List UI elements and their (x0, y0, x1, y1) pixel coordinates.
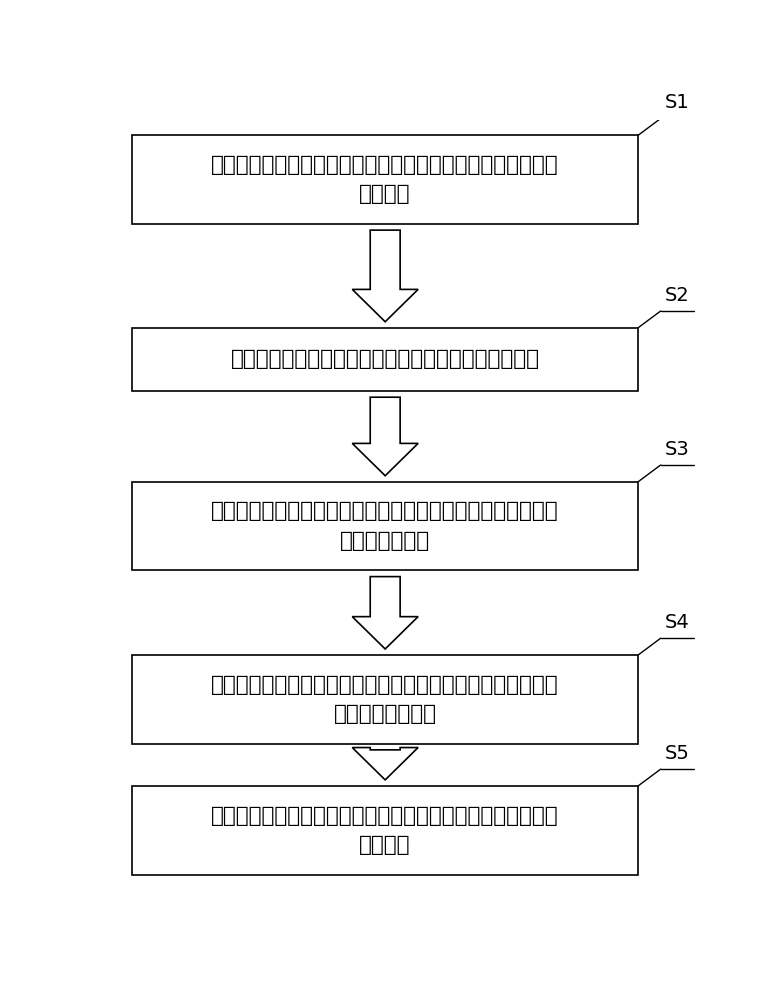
Bar (133, 135, 638, 224)
Text: S4: S4 (665, 613, 689, 632)
Polygon shape (352, 230, 418, 322)
Text: 将交直流复合激励下方程中的各周期变量用复级数表示: 将交直流复合激励下方程中的各周期变量用复级数表示 (231, 349, 540, 369)
Polygon shape (352, 397, 418, 476)
Bar (133, 328, 638, 391)
Text: S3: S3 (665, 440, 689, 459)
Text: S1: S1 (665, 93, 689, 112)
Text: 引入定点电导率，通过对矩阵进行行列变化，将迭代方程变换
为按谐波次数分布: 引入定点电导率，通过对矩阵进行行列变化，将迭代方程变换 为按谐波次数分布 (212, 675, 559, 724)
Polygon shape (352, 577, 418, 649)
Text: 利用各次谐波系数相等得到单元矩阵方程，将所有单元相叠加
得系统矩阵方程: 利用各次谐波系数相等得到单元矩阵方程，将所有单元相叠加 得系统矩阵方程 (212, 501, 559, 551)
Text: 基于有损媒质的全电流密度连续性方程，结合伽辽金法得到有
限元方程: 基于有损媒质的全电流密度连续性方程，结合伽辽金法得到有 限元方程 (212, 155, 559, 204)
Bar (133, 655, 638, 744)
Bar (133, 786, 638, 875)
Text: S5: S5 (665, 744, 689, 763)
Bar (133, 482, 638, 570)
Text: 选取合适的定点电导率，结合收敛条件进行迭代求解，进而求
出电位值: 选取合适的定点电导率，结合收敛条件进行迭代求解，进而求 出电位值 (212, 806, 559, 855)
Polygon shape (352, 748, 418, 780)
Text: S2: S2 (665, 286, 689, 305)
